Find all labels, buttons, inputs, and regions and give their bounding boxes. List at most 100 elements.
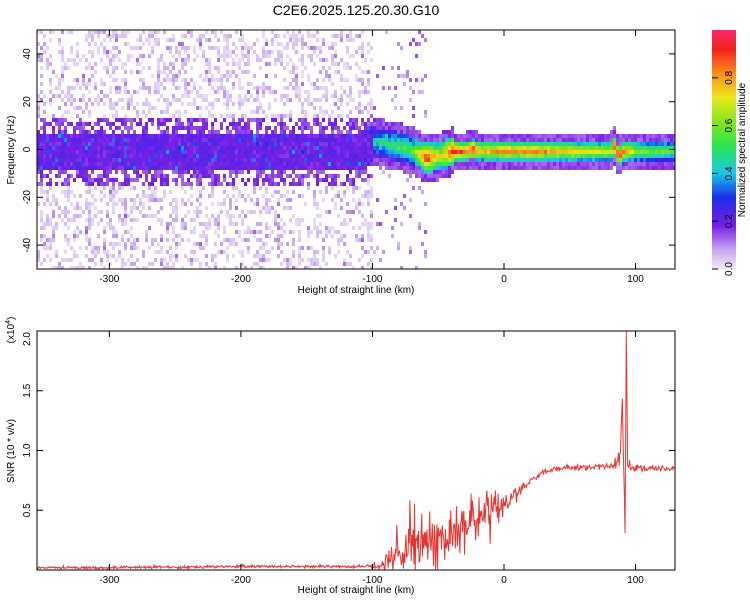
heatmap-cell <box>250 158 253 162</box>
heatmap-cell <box>613 150 616 154</box>
heatmap-cell <box>370 186 373 190</box>
heatmap-cell <box>304 166 307 170</box>
heatmap-cell <box>394 122 397 126</box>
heatmap-cell <box>223 198 226 202</box>
heatmap-cell <box>295 154 298 158</box>
heatmap-cell <box>199 42 202 46</box>
heatmap-cell <box>40 146 43 150</box>
heatmap-cell <box>238 126 241 130</box>
heatmap-cell <box>301 150 304 154</box>
heatmap-cell <box>532 154 535 158</box>
heatmap-cell <box>484 134 487 138</box>
heatmap-cell <box>235 242 238 246</box>
heatmap-cell <box>238 250 241 254</box>
heatmap-cell <box>187 90 190 94</box>
heatmap-cell <box>166 178 169 182</box>
heatmap-cell <box>178 146 181 150</box>
heatmap-cell <box>289 82 292 86</box>
heatmap-cell <box>169 246 172 250</box>
heatmap-cell <box>241 154 244 158</box>
y-tick-label: -20 <box>22 190 33 205</box>
heatmap-cell <box>154 138 157 142</box>
heatmap-cell <box>94 162 97 166</box>
heatmap-cell <box>100 210 103 214</box>
heatmap-cell <box>346 78 349 82</box>
heatmap-cell <box>52 198 55 202</box>
heatmap-cell <box>49 186 52 190</box>
heatmap-cell <box>184 150 187 154</box>
heatmap-cell <box>358 138 361 142</box>
heatmap-cell <box>499 146 502 150</box>
heatmap-cell <box>625 162 628 166</box>
heatmap-cell <box>433 162 436 166</box>
heatmap-cell <box>229 218 232 222</box>
heatmap-cell <box>268 146 271 150</box>
heatmap-cell <box>331 42 334 46</box>
heatmap-cell <box>292 238 295 242</box>
heatmap-cell <box>157 118 160 122</box>
heatmap-cell <box>457 138 460 142</box>
heatmap-cell <box>97 94 100 98</box>
heatmap-cell <box>670 162 673 166</box>
heatmap-cell <box>352 126 355 130</box>
heatmap-cell <box>421 178 424 182</box>
heatmap-cell <box>349 138 352 142</box>
heatmap-cell <box>223 134 226 138</box>
heatmap-cell <box>532 150 535 154</box>
heatmap-cell <box>469 134 472 138</box>
heatmap-cell <box>238 106 241 110</box>
heatmap-cell <box>472 138 475 142</box>
heatmap-cell <box>253 166 256 170</box>
heatmap-cell <box>73 154 76 158</box>
heatmap-cell <box>145 126 148 130</box>
heatmap-cell <box>568 154 571 158</box>
heatmap-cell <box>253 138 256 142</box>
heatmap-cell <box>160 234 163 238</box>
heatmap-cell <box>307 134 310 138</box>
heatmap-cell <box>460 150 463 154</box>
heatmap-cell <box>592 146 595 150</box>
heatmap-cell <box>208 150 211 154</box>
heatmap-cell <box>565 150 568 154</box>
heatmap-cell <box>229 98 232 102</box>
heatmap-cell <box>547 142 550 146</box>
heatmap-cell <box>106 50 109 54</box>
heatmap-cell <box>436 150 439 154</box>
heatmap-cell <box>397 42 400 46</box>
heatmap-cell <box>346 46 349 50</box>
heatmap-cell <box>541 158 544 162</box>
snr-panel: -300 -200 -100 0 100 0.51.01.52.0 Height of … <box>5 317 676 596</box>
heatmap-cell <box>655 158 658 162</box>
heatmap-cell <box>142 254 145 258</box>
heatmap-cell <box>385 138 388 142</box>
heatmap-cell <box>181 178 184 182</box>
heatmap-cell <box>367 150 370 154</box>
heatmap-cell <box>457 146 460 150</box>
heatmap-cell <box>172 138 175 142</box>
heatmap-cell <box>82 210 85 214</box>
heatmap-cell <box>73 166 76 170</box>
heatmap-cell <box>40 162 43 166</box>
heatmap-cell <box>481 142 484 146</box>
heatmap-cell <box>118 154 121 158</box>
heatmap-cell <box>103 30 106 34</box>
heatmap-cell <box>40 138 43 142</box>
heatmap-cell <box>268 50 271 54</box>
heatmap-cell <box>322 58 325 62</box>
heatmap-cell <box>316 146 319 150</box>
heatmap-cell <box>70 30 73 34</box>
heatmap-cell <box>289 130 292 134</box>
heatmap-cell <box>367 122 370 126</box>
heatmap-cell <box>118 34 121 38</box>
heatmap-cell <box>388 142 391 146</box>
heatmap-cell <box>64 110 67 114</box>
heatmap-cell <box>235 146 238 150</box>
heatmap-cell <box>196 214 199 218</box>
heatmap-cell <box>637 138 640 142</box>
heatmap-cell <box>343 146 346 150</box>
heatmap-cell <box>316 46 319 50</box>
heatmap-cell <box>403 74 406 78</box>
heatmap-cell <box>556 138 559 142</box>
heatmap-cell <box>640 150 643 154</box>
heatmap-cell <box>220 142 223 146</box>
